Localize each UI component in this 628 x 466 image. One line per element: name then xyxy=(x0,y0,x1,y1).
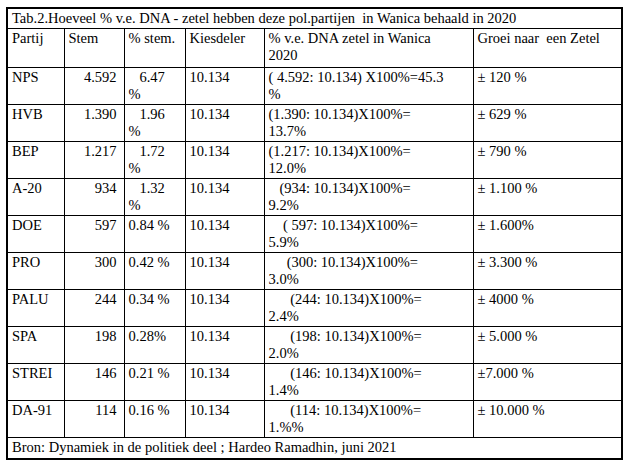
cell-pct-stem: 0.28% xyxy=(124,327,185,364)
cell-partij: DOE xyxy=(7,216,64,253)
cell-stem: 114 xyxy=(64,401,124,438)
source-note: Bron: Dynamiek in de politiek deel ; Har… xyxy=(7,438,622,460)
cell-formula: (114: 10.134)X100%= 1.%% xyxy=(264,401,473,438)
cell-groei: ± 790 % xyxy=(473,142,622,179)
col-header-groei: Groei naar een Zetel xyxy=(473,29,622,68)
table-row: STREI 146 0.21 % 10.134 (146: 10.134)X10… xyxy=(7,364,622,401)
table-title: Tab.2.Hoeveel % v.e. DNA - zetel hebben … xyxy=(7,8,622,29)
col-header-formula: % v.e. DNA zetel in Wanica 2020 xyxy=(264,29,473,68)
cell-kiesdeler: 10.134 xyxy=(185,401,264,438)
cell-pct-stem: 0.21 % xyxy=(124,364,185,401)
cell-stem: 1.390 xyxy=(64,105,124,142)
col-header-partij: Partij xyxy=(7,29,64,68)
cell-kiesdeler: 10.134 xyxy=(185,216,264,253)
cell-kiesdeler: 10.134 xyxy=(185,105,264,142)
cell-pct-stem: 6.47 % xyxy=(124,68,185,105)
cell-groei: ± 3.300 % xyxy=(473,253,622,290)
table-row: DOE 597 0.84 % 10.134 ( 597: 10.134)X100… xyxy=(7,216,622,253)
col-header-stem: Stem xyxy=(64,29,124,68)
cell-stem: 146 xyxy=(64,364,124,401)
cell-formula: (198: 10.134)X100%= 2.0% xyxy=(264,327,473,364)
cell-partij: BEP xyxy=(7,142,64,179)
cell-formula: (1.217: 10.134)X100%= 12.0% xyxy=(264,142,473,179)
page: { "table": { "title": "Tab.2.Hoeveel % v… xyxy=(0,0,628,466)
cell-groei: ± 1.100 % xyxy=(473,179,622,216)
cell-formula: (1.390: 10.134)X100%= 13.7% xyxy=(264,105,473,142)
cell-groei: ± 629 % xyxy=(473,105,622,142)
table-row: PALU 244 0.34 % 10.134 (244: 10.134)X100… xyxy=(7,290,622,327)
cell-pct-stem: 0.16 % xyxy=(124,401,185,438)
cell-kiesdeler: 10.134 xyxy=(185,179,264,216)
col-header-pct-stem: % stem. xyxy=(124,29,185,68)
cell-groei: ± 4000 % xyxy=(473,290,622,327)
cell-partij: NPS xyxy=(7,68,64,105)
table-row: DA-91 114 0.16 % 10.134 (114: 10.134)X10… xyxy=(7,401,622,438)
cell-partij: STREI xyxy=(7,364,64,401)
table-row: NPS 4.592 6.47 % 10.134 ( 4.592: 10.134)… xyxy=(7,68,622,105)
table-row: PRO 300 0.42 % 10.134 (300: 10.134)X100%… xyxy=(7,253,622,290)
cell-pct-stem: 0.84 % xyxy=(124,216,185,253)
cell-stem: 597 xyxy=(64,216,124,253)
cell-stem: 934 xyxy=(64,179,124,216)
cell-partij: A-20 xyxy=(7,179,64,216)
cell-partij: PALU xyxy=(7,290,64,327)
cell-formula: ( 4.592: 10.134) X100%=45.3 % xyxy=(264,68,473,105)
cell-groei: ±7.000 % xyxy=(473,364,622,401)
cell-partij: HVB xyxy=(7,105,64,142)
cell-pct-stem: 1.32 % xyxy=(124,179,185,216)
cell-formula: (300: 10.134)X100%= 3.0% xyxy=(264,253,473,290)
cell-pct-stem: 0.42 % xyxy=(124,253,185,290)
table-source-row: Bron: Dynamiek in de politiek deel ; Har… xyxy=(7,438,622,460)
cell-kiesdeler: 10.134 xyxy=(185,142,264,179)
cell-stem: 198 xyxy=(64,327,124,364)
dna-seats-table: Tab.2.Hoeveel % v.e. DNA - zetel hebben … xyxy=(6,7,623,460)
table-row: A-20 934 1.32 % 10.134 (934: 10.134)X100… xyxy=(7,179,622,216)
cell-pct-stem: 1.96 % xyxy=(124,105,185,142)
cell-groei: ± 120 % xyxy=(473,68,622,105)
col-header-kiesdeler: Kiesdeler xyxy=(185,29,264,68)
cell-groei: ± 1.600% xyxy=(473,216,622,253)
cell-partij: SPA xyxy=(7,327,64,364)
cell-kiesdeler: 10.134 xyxy=(185,364,264,401)
cell-kiesdeler: 10.134 xyxy=(185,68,264,105)
cell-kiesdeler: 10.134 xyxy=(185,253,264,290)
cell-pct-stem: 1.72 % xyxy=(124,142,185,179)
cell-formula: ( 597: 10.134)X100%= 5.9% xyxy=(264,216,473,253)
cell-pct-stem: 0.34 % xyxy=(124,290,185,327)
cell-stem: 4.592 xyxy=(64,68,124,105)
table-header-row: Partij Stem % stem. Kiesdeler % v.e. DNA… xyxy=(7,29,622,68)
cell-kiesdeler: 10.134 xyxy=(185,327,264,364)
table-row: HVB 1.390 1.96 % 10.134 (1.390: 10.134)X… xyxy=(7,105,622,142)
cell-formula: (244: 10.134)X100%= 2.4% xyxy=(264,290,473,327)
cell-groei: ± 5.000 % xyxy=(473,327,622,364)
cell-formula: (934: 10.134)X100%= 9.2% xyxy=(264,179,473,216)
table-row: BEP 1.217 1.72 % 10.134 (1.217: 10.134)X… xyxy=(7,142,622,179)
cell-stem: 1.217 xyxy=(64,142,124,179)
cell-formula: (146: 10.134)X100%= 1.4% xyxy=(264,364,473,401)
cell-partij: PRO xyxy=(7,253,64,290)
cell-kiesdeler: 10.134 xyxy=(185,290,264,327)
cell-groei: ± 10.000 % xyxy=(473,401,622,438)
table-title-row: Tab.2.Hoeveel % v.e. DNA - zetel hebben … xyxy=(7,8,622,29)
cell-stem: 300 xyxy=(64,253,124,290)
cell-partij: DA-91 xyxy=(7,401,64,438)
table-row: SPA 198 0.28% 10.134 (198: 10.134)X100%=… xyxy=(7,327,622,364)
cell-stem: 244 xyxy=(64,290,124,327)
